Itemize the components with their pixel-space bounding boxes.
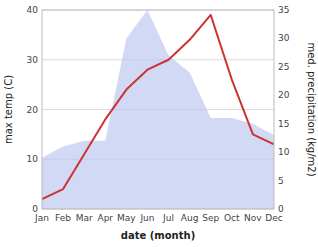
x-tick-label: Dec (265, 213, 282, 223)
x-tick-label: Apr (97, 213, 113, 223)
x-tick-label: Feb (55, 213, 71, 223)
y2-tick-label: 10 (278, 147, 290, 157)
x-tick-label: Aug (181, 213, 199, 223)
y-tick-label: 30 (27, 55, 39, 65)
y-tick-label: 20 (27, 105, 39, 115)
x-tick-label: Jan (34, 213, 49, 223)
y-tick-label: 40 (27, 5, 39, 15)
x-tick-label: Oct (224, 213, 240, 223)
y2-axis-label: med. precipitation (kg/m2) (306, 42, 317, 176)
x-tick-label: Jul (162, 213, 174, 223)
plot-frame (42, 10, 274, 209)
area (42, 10, 274, 209)
grid (42, 10, 274, 209)
y2-tick-label: 15 (278, 119, 289, 129)
plot-data (42, 10, 274, 209)
x-tick-label: Mar (76, 213, 93, 223)
y2-tick-label: 25 (278, 62, 289, 72)
y2-tick-label: 5 (278, 176, 284, 186)
x-axis-label: date (month) (121, 230, 195, 241)
y2-tick-label: 20 (278, 90, 290, 100)
line (42, 15, 274, 199)
y2-tick-label: 30 (278, 33, 290, 43)
x-tick-label: Jun (139, 213, 154, 223)
x-tick-label: Nov (244, 213, 262, 223)
x-tick-label: May (117, 213, 136, 223)
y-tick-label: 10 (27, 154, 39, 164)
y-axis-label: max temp (C) (3, 75, 14, 144)
x-tick-label: Sep (202, 213, 219, 223)
y2-tick-label: 35 (278, 5, 289, 15)
chart: 01020304005101520253035JanFebMarAprMayJu… (0, 0, 318, 247)
